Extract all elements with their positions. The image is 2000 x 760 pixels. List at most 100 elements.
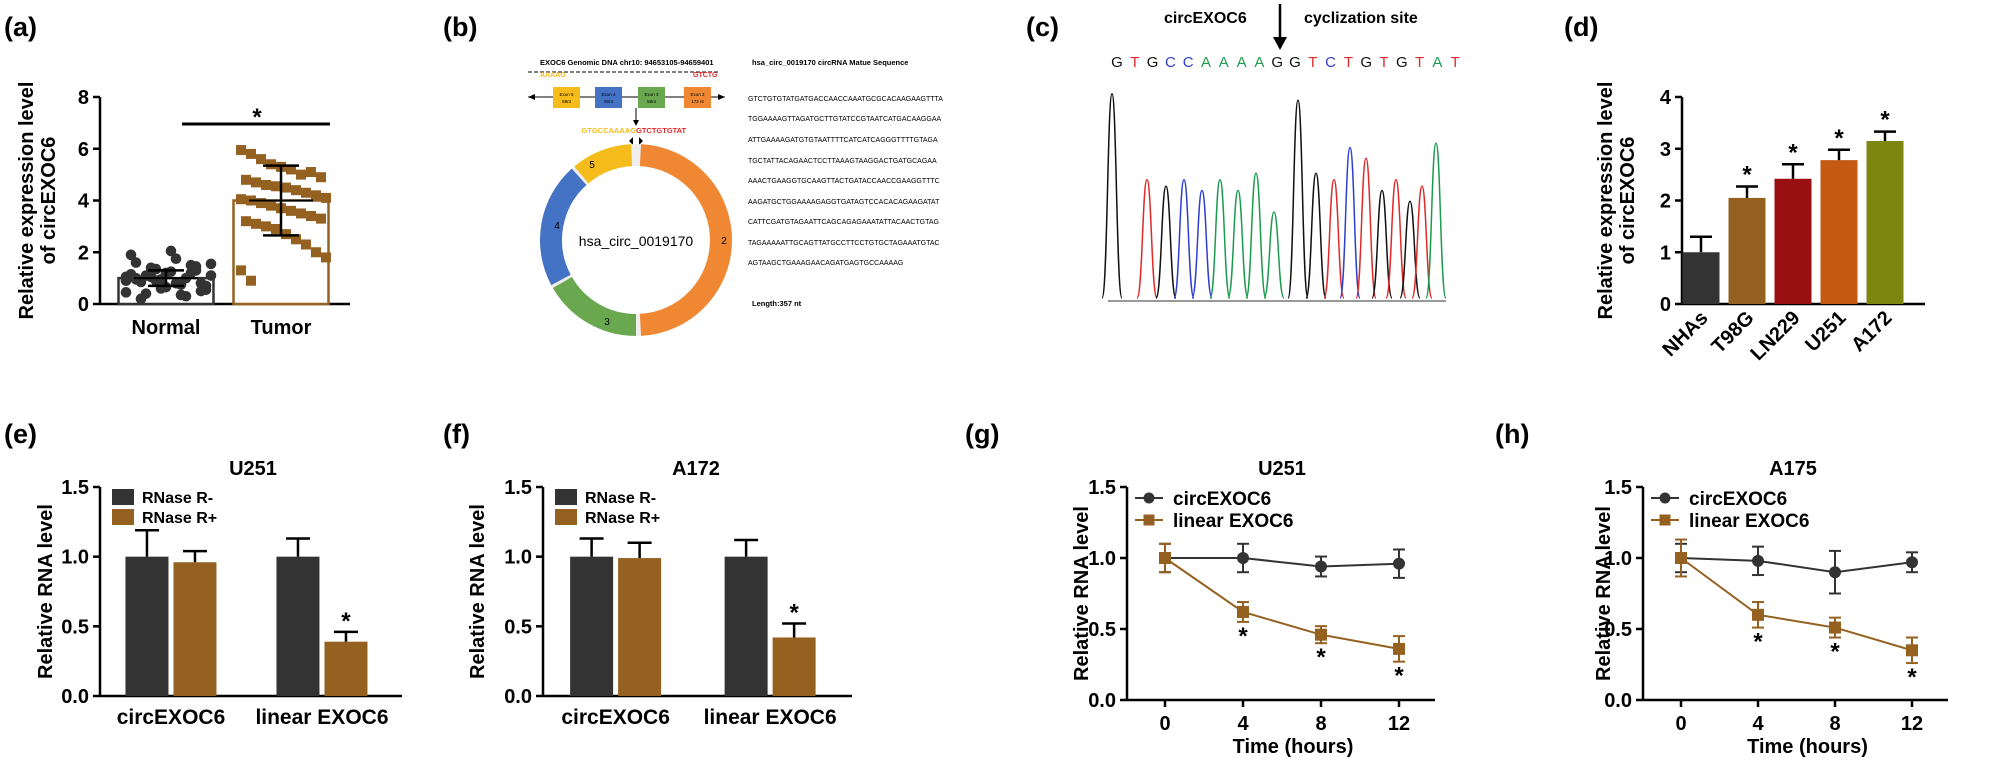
base-call: A [1219,54,1229,71]
data-point [120,275,132,287]
legend-marker [1659,492,1671,504]
y-tick-label: 4 [1660,87,1672,109]
trace-peak [1287,99,1309,299]
y-tick-label: 4 [78,191,90,213]
legend-swatch [112,489,134,505]
data-point [205,258,217,270]
bar [1820,160,1858,304]
legend-swatch [555,489,577,505]
chart-title: A172 [672,458,720,480]
sequence-length: Length:357 nt [752,299,802,308]
left-flank-seq: AAAAG [540,72,566,79]
sequence-line: AAGATGCTGGAAAAGAGGTGATAGTCCACACAGAAGATAT [748,199,940,206]
x-tick-label: 0 [1675,713,1686,735]
trace-peak [1385,178,1407,299]
bar [772,637,816,696]
y-tick-label: 1.0 [1088,548,1116,570]
legend-label: circEXOC6 [1173,489,1271,510]
legend-label: RNase R+ [142,510,217,527]
x-tick-label: linear EXOC6 [255,706,388,729]
legend-swatch [555,509,577,525]
base-call: C [1325,54,1336,71]
ring-segment-exon5 [574,144,633,184]
bar [724,556,768,696]
sequence-line: AAACTGAAGGTGCAAGTTACTGATACCAACCGAAGGTTTC [748,178,940,185]
x-tick-label: circEXOC6 [117,706,226,729]
data-point [296,169,306,180]
x-tick-label: U251 [1801,307,1850,356]
data-point [321,252,331,263]
chart-title: U251 [229,458,277,480]
sequence-line: GTCTGTGTATGATGACCAACCAAATGCGCACAAGAAGTTT… [748,96,943,103]
panel-label-a: (a) [4,12,37,42]
data-point [301,187,311,198]
y-tick-label: 1.0 [1604,548,1632,570]
base-call: T [1451,54,1460,71]
data-point [261,179,271,190]
data-point [246,275,256,286]
trace-peak [1191,189,1213,299]
bar [570,556,614,696]
panel-label-g: (g) [965,419,999,449]
exon-name: Exon 4 [601,92,616,97]
data-point [1315,560,1327,573]
data-point [236,265,246,276]
data-point [306,211,316,222]
data-point [1829,621,1841,634]
data-point [246,148,256,159]
y-tick-label: 0 [78,294,89,316]
data-point [271,223,281,234]
ring-number-3: 3 [604,317,610,328]
data-point [1159,552,1171,564]
data-point [251,177,261,188]
y-tick-label: 0 [1660,294,1671,316]
trace-peak [1227,189,1249,299]
legend-label: RNase R- [142,490,213,507]
y-axis-label: Relative expression levelof circEXOC6 [1595,82,1639,320]
bar [324,641,368,696]
x-tick-label: 8 [1829,713,1840,735]
y-tick-label: 0.0 [1088,690,1116,712]
chart-title: U251 [1258,458,1306,480]
chart-panel-d: 0 1 2 3 4 Relative expression levelof circEXO… [1595,82,1925,365]
exon-box-rect [553,87,580,108]
trace-peak [1305,172,1327,299]
data-point [271,181,281,192]
y-tick-label: 0.0 [1604,690,1632,712]
exon-box: Exon 2 172 nt [684,87,711,108]
significance-star: * [1316,644,1326,671]
bar [1866,140,1904,304]
exon-size: 88nt [562,99,572,104]
x-tick-label: 0 [1159,713,1170,735]
data-point [241,174,251,185]
chart-panel-g: 0.0 0.5 1.0 1.5 Relative RNA level U251 0 4 8 12 T… [1071,458,1435,758]
data-point [125,249,137,261]
data-point [261,221,271,232]
trace-peak [1245,172,1267,299]
exon-box: Exon 3 58nt [638,87,665,108]
chart-panel-a: 0 2 4 6 8 Relative expression levelof circEXO… [16,82,350,339]
panel-label-f: (f) [443,419,470,449]
exon-name: Exon 2 [690,92,705,97]
x-tick-label: 8 [1315,713,1326,735]
data-point [1675,552,1687,564]
cyclization-site-arrow [1273,37,1287,50]
y-tick-label: 0.5 [504,616,532,638]
exon-box-rect [638,87,665,108]
panel-label-h: (h) [1495,419,1529,449]
right-flank-seq: GTCTG [693,72,718,79]
significance-star: * [1753,629,1763,656]
data-point [256,154,266,165]
data-point [311,247,321,258]
data-point [256,198,266,209]
data-point [195,278,207,289]
x-tick-label: Tumor [251,317,312,339]
base-call: G [1289,54,1301,71]
y-tick-label: 1.0 [504,547,532,569]
data-point [175,279,187,290]
y-tick-label: 1.5 [1604,477,1632,499]
x-tick-label: circEXOC6 [561,706,670,729]
data-point [236,194,246,205]
